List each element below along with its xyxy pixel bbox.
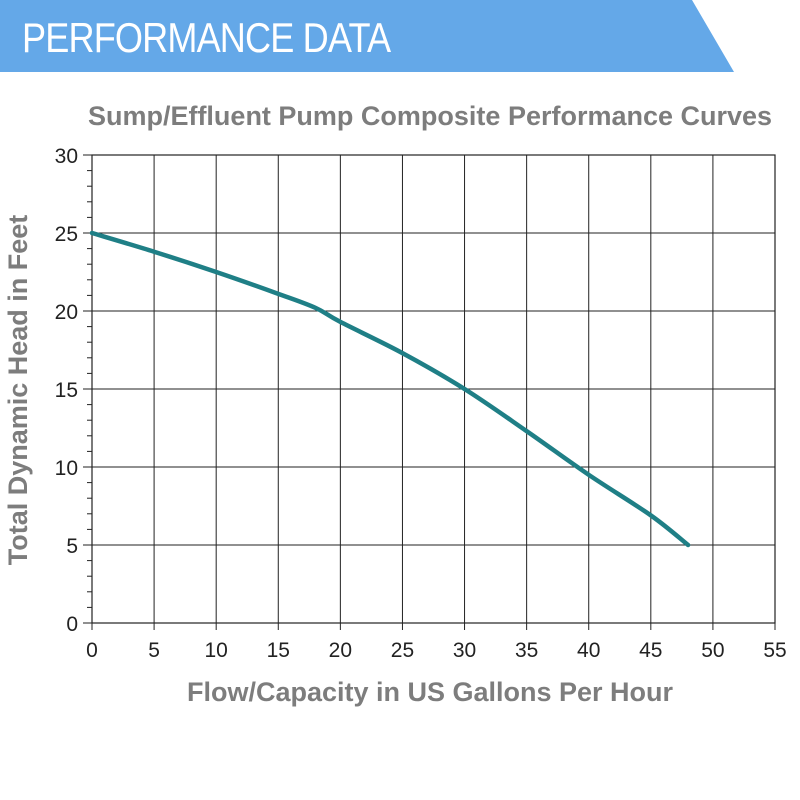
y-tick-label: 20 <box>55 301 78 324</box>
series-line <box>89 230 691 548</box>
x-tick-label: 50 <box>701 639 724 662</box>
header-banner: PERFORMANCE DATA <box>0 0 800 72</box>
y-axis-ticks: 0 5 10 15 20 25 30 <box>55 145 92 636</box>
chart-series <box>89 230 691 548</box>
x-tick-label: 5 <box>148 639 160 662</box>
x-axis-ticks: 0 5 10 15 20 25 30 35 40 45 50 55 <box>86 623 787 662</box>
x-tick-label: 40 <box>577 639 600 662</box>
x-tick-label: 55 <box>763 639 786 662</box>
x-tick-label: 25 <box>391 639 414 662</box>
x-axis-title: Flow/Capacity in US Gallons Per Hour <box>187 677 674 707</box>
plot-frame <box>91 154 776 624</box>
y-axis-title: Total Dynamic Head in Feet <box>3 215 33 566</box>
page-title: PERFORMANCE DATA <box>22 14 391 61</box>
chart-title: Sump/Effluent Pump Composite Performance… <box>88 101 772 131</box>
y-tick-label: 25 <box>55 223 78 246</box>
y-axis-minor-ticks <box>87 170 92 608</box>
x-tick-label: 45 <box>639 639 662 662</box>
y-tick-label: 10 <box>55 457 78 480</box>
y-tick-label: 0 <box>66 613 78 636</box>
x-tick-label: 10 <box>205 639 228 662</box>
chart-grid <box>91 154 776 624</box>
x-tick-label: 0 <box>86 639 98 662</box>
y-tick-label: 30 <box>55 145 78 168</box>
y-tick-label: 5 <box>66 535 78 558</box>
y-tick-label: 15 <box>55 379 78 402</box>
x-tick-label: 20 <box>329 639 352 662</box>
x-tick-label: 15 <box>267 639 290 662</box>
x-tick-label: 35 <box>515 639 538 662</box>
x-tick-label: 30 <box>453 639 476 662</box>
header-banner-shape <box>0 0 734 72</box>
